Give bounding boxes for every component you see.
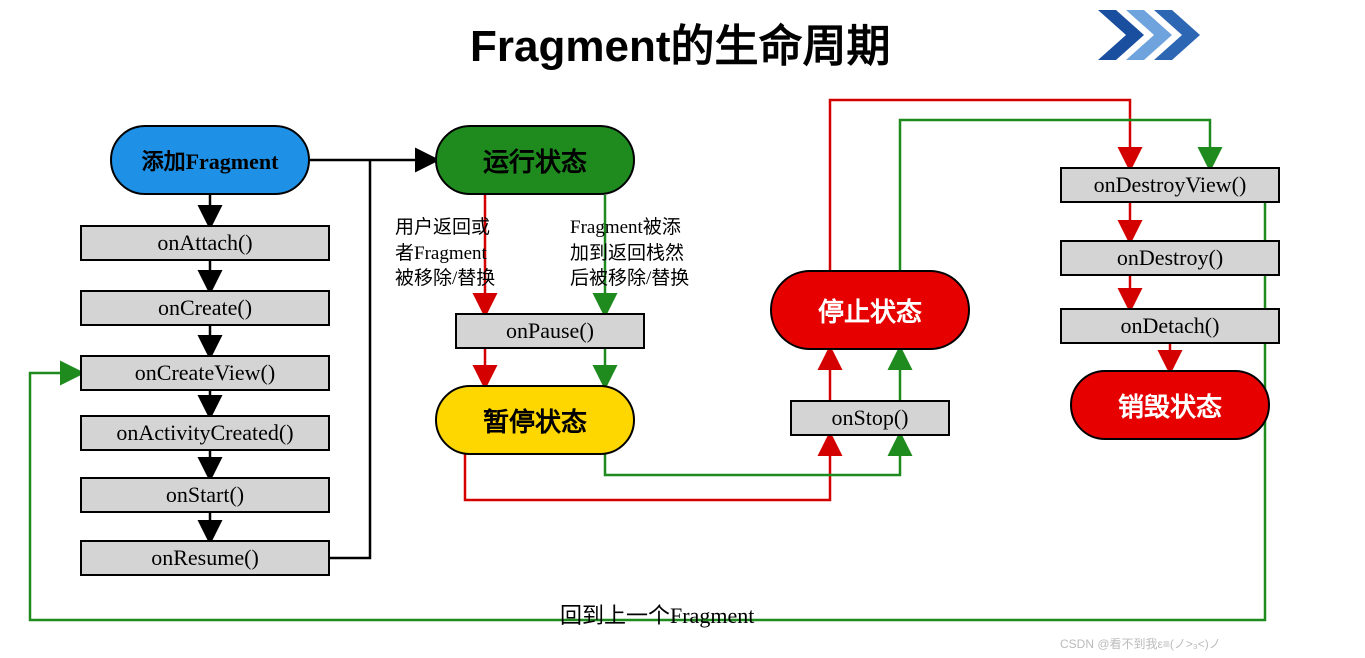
node-label: onResume() [151,545,259,571]
node-label: 暂停状态 [483,402,587,439]
node-on-attach: onAttach() [80,225,330,261]
node-on-destroy-view: onDestroyView() [1060,167,1280,203]
node-running-state: 运行状态 [435,125,635,195]
node-label: 销毁状态 [1118,387,1222,424]
node-on-stop: onStop() [790,400,950,436]
node-label: onStart() [166,482,244,508]
node-label: 添加Fragment [142,144,279,176]
node-on-destroy: onDestroy() [1060,240,1280,276]
chevron-icon [1098,10,1208,60]
node-label: onCreateView() [135,360,275,386]
node-label: 运行状态 [483,142,587,179]
node-paused-state: 暂停状态 [435,385,635,455]
node-label: onAttach() [157,230,252,256]
note-user-back: 用户返回或者Fragment被移除/替换 [395,215,495,292]
node-label: onActivityCreated() [116,420,293,446]
page-title: Fragment的生命周期 [470,10,890,74]
node-label: onCreate() [158,295,252,321]
node-on-pause: onPause() [455,313,645,349]
node-on-create: onCreate() [80,290,330,326]
node-on-resume: onResume() [80,540,330,576]
node-label: onDestroyView() [1094,172,1247,198]
node-label: onPause() [506,318,594,344]
node-label: onDetach() [1121,313,1220,339]
caption-back-fragment: 回到上一个Fragment [560,598,754,630]
node-stopped-state: 停止状态 [770,270,970,350]
node-on-start: onStart() [80,477,330,513]
node-label: onStop() [832,405,909,431]
node-label: 停止状态 [818,292,922,329]
node-on-create-view: onCreateView() [80,355,330,391]
node-on-activity-created: onActivityCreated() [80,415,330,451]
watermark: CSDN @看不到我ε≡(ノ>₃<)ノ [1060,635,1221,652]
node-on-detach: onDetach() [1060,308,1280,344]
node-destroyed-state: 销毁状态 [1070,370,1270,440]
note-backstack: Fragment被添加到返回栈然后被移除/替换 [570,215,689,292]
node-add-fragment: 添加Fragment [110,125,310,195]
node-label: onDestroy() [1117,245,1223,271]
